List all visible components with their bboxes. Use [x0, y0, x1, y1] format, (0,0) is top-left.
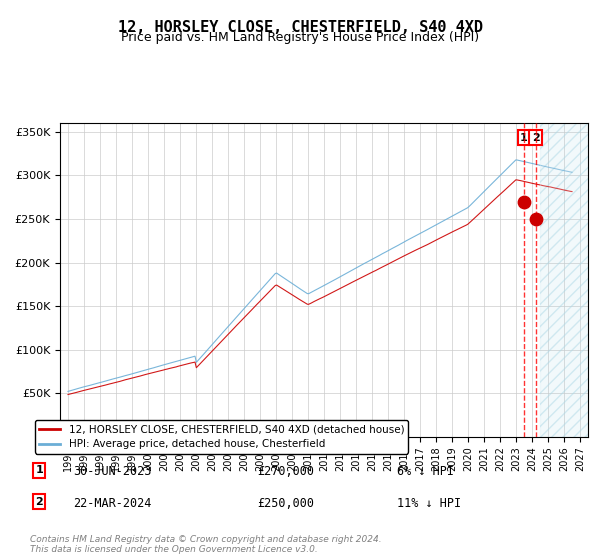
Text: 1: 1	[520, 133, 528, 143]
Text: 2: 2	[532, 133, 539, 143]
Bar	[540, 123, 600, 437]
Point	[531, 214, 541, 223]
Text: Contains HM Land Registry data © Crown copyright and database right 2024.
This d: Contains HM Land Registry data © Crown c…	[30, 535, 382, 554]
Text: 6% ↓ HPI: 6% ↓ HPI	[397, 465, 454, 478]
Text: 1: 1	[35, 465, 43, 475]
Bar	[540, 123, 600, 437]
Text: 2: 2	[35, 497, 43, 507]
Text: 11% ↓ HPI: 11% ↓ HPI	[397, 497, 461, 510]
Text: 22-MAR-2024: 22-MAR-2024	[73, 497, 152, 510]
Text: £270,000: £270,000	[257, 465, 314, 478]
Text: £250,000: £250,000	[257, 497, 314, 510]
Text: 30-JUN-2023: 30-JUN-2023	[73, 465, 152, 478]
Text: Price paid vs. HM Land Registry's House Price Index (HPI): Price paid vs. HM Land Registry's House …	[121, 31, 479, 44]
Legend: 12, HORSLEY CLOSE, CHESTERFIELD, S40 4XD (detached house), HPI: Average price, d: 12, HORSLEY CLOSE, CHESTERFIELD, S40 4XD…	[35, 420, 409, 454]
Point	[519, 197, 529, 206]
Text: 12, HORSLEY CLOSE, CHESTERFIELD, S40 4XD: 12, HORSLEY CLOSE, CHESTERFIELD, S40 4XD	[118, 20, 482, 35]
